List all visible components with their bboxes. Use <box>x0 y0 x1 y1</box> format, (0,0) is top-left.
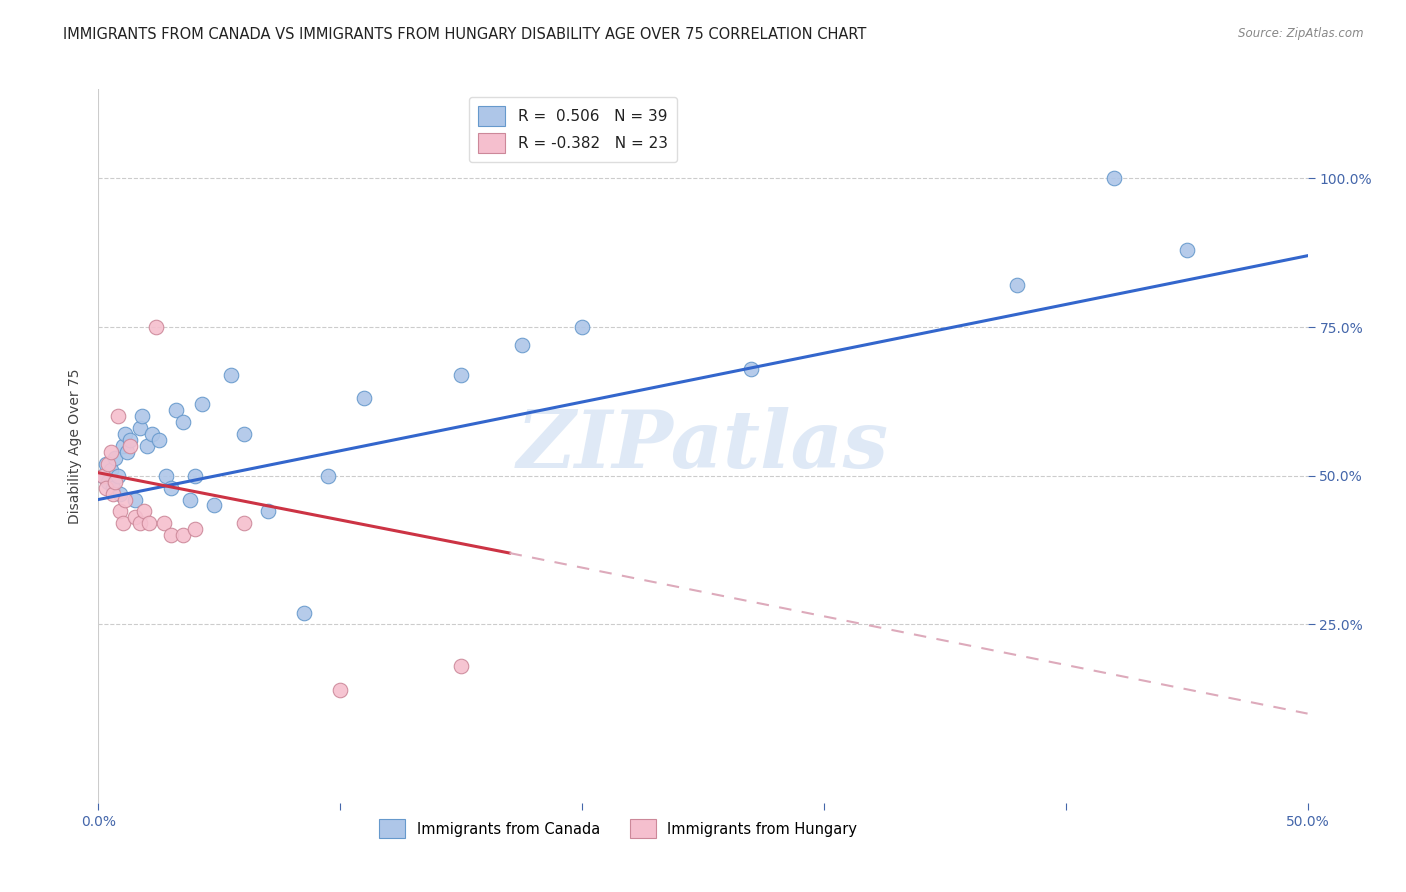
Point <box>101 481 124 495</box>
Point <box>118 439 141 453</box>
Point <box>184 468 207 483</box>
Point <box>111 516 134 531</box>
Point <box>145 320 167 334</box>
Point <box>108 504 131 518</box>
Text: IMMIGRANTS FROM CANADA VS IMMIGRANTS FROM HUNGARY DISABILITY AGE OVER 75 CORRELA: IMMIGRANTS FROM CANADA VS IMMIGRANTS FRO… <box>63 27 866 42</box>
Point <box>91 468 114 483</box>
Point <box>100 445 122 459</box>
Point <box>124 492 146 507</box>
Point <box>94 481 117 495</box>
Point <box>111 439 134 453</box>
Point <box>184 522 207 536</box>
Point <box>148 433 170 447</box>
Point <box>108 486 131 500</box>
Point <box>107 468 129 483</box>
Point <box>128 516 150 531</box>
Point <box>740 361 762 376</box>
Point <box>107 409 129 424</box>
Point <box>134 504 156 518</box>
Point <box>1007 278 1029 293</box>
Point <box>292 606 315 620</box>
Point <box>114 492 136 507</box>
Point <box>117 445 139 459</box>
Point <box>353 392 375 406</box>
Point <box>135 439 157 453</box>
Point <box>160 528 183 542</box>
Point <box>100 463 122 477</box>
Point <box>450 659 472 673</box>
Point <box>329 682 352 697</box>
Point <box>128 421 150 435</box>
Point <box>1175 243 1198 257</box>
Point <box>155 468 177 483</box>
Text: ZIPatlas: ZIPatlas <box>517 408 889 484</box>
Point <box>510 338 533 352</box>
Point <box>204 499 226 513</box>
Point <box>104 475 127 489</box>
Point <box>91 468 114 483</box>
Point <box>141 427 163 442</box>
Point <box>97 457 120 471</box>
Point <box>256 504 278 518</box>
Point <box>450 368 472 382</box>
Point <box>191 397 214 411</box>
Legend: Immigrants from Canada, Immigrants from Hungary: Immigrants from Canada, Immigrants from … <box>373 812 865 846</box>
Point <box>97 475 120 489</box>
Point <box>1102 171 1125 186</box>
Point <box>179 492 201 507</box>
Point <box>165 403 187 417</box>
Point <box>131 409 153 424</box>
Point <box>104 450 127 465</box>
Point <box>172 415 194 429</box>
Point <box>160 481 183 495</box>
Point <box>152 516 174 531</box>
Point <box>94 457 117 471</box>
Point <box>232 516 254 531</box>
Point <box>101 486 124 500</box>
Point <box>124 510 146 524</box>
Y-axis label: Disability Age Over 75: Disability Age Over 75 <box>69 368 83 524</box>
Point <box>114 427 136 442</box>
Point <box>221 368 243 382</box>
Point <box>232 427 254 442</box>
Point <box>138 516 160 531</box>
Point <box>172 528 194 542</box>
Point <box>316 468 339 483</box>
Text: Source: ZipAtlas.com: Source: ZipAtlas.com <box>1239 27 1364 40</box>
Point <box>118 433 141 447</box>
Point <box>571 320 593 334</box>
